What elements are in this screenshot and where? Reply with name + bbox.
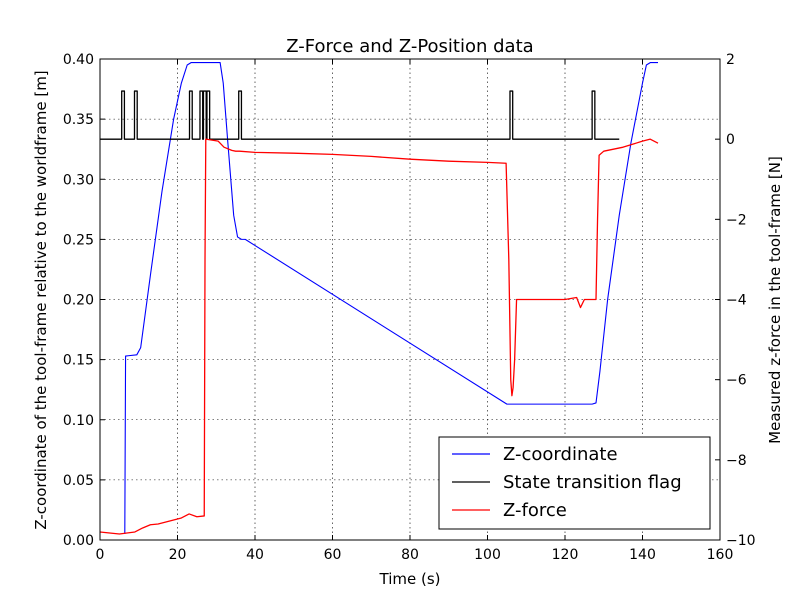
- y-right-tick-label-1: −8: [726, 453, 747, 469]
- x-tick-label-8: 160: [707, 547, 734, 563]
- series-line-z-coordinate: [124, 62, 658, 534]
- chart-title: Z-Force and Z-Position data: [286, 36, 533, 57]
- y-left-tick-label-1: 0.05: [63, 473, 94, 489]
- y-left-tick-label-0: 0.00: [63, 533, 94, 549]
- y-left-tick-label-5: 0.25: [63, 232, 94, 248]
- y-left-tick-label-2: 0.10: [63, 413, 94, 429]
- y-left-tick-label-6: 0.30: [63, 172, 94, 188]
- y-right-tick-label-6: 2: [726, 52, 735, 68]
- series-line-state-transition-flag: [100, 90, 620, 140]
- y-right-tick-label-2: −6: [726, 373, 747, 389]
- series-lines: [99, 62, 659, 535]
- legend-label-state-transition-flag: State transition flag: [503, 472, 682, 493]
- y-right-tick-label-3: −4: [726, 293, 747, 309]
- y-left-tick-label-4: 0.20: [63, 293, 94, 309]
- legend-label-z-coordinate: Z-coordinate: [503, 444, 618, 465]
- y-left-tick-label-3: 0.15: [63, 353, 94, 369]
- x-tick-label-3: 60: [324, 547, 342, 563]
- y-left-tick-label-7: 0.35: [63, 112, 94, 128]
- y-axis-right-label: Measured z-force in the tool-frame [N]: [766, 156, 784, 444]
- y-right-tick-label-4: −2: [726, 212, 747, 228]
- x-tick-label-1: 20: [169, 547, 187, 563]
- legend: Z-coordinate State transition flag Z-for…: [438, 436, 711, 530]
- y-axis-left-label: Z-coordinate of the tool-frame relative …: [32, 70, 50, 529]
- legend-box: [438, 436, 711, 530]
- x-tick-label-2: 40: [246, 547, 264, 563]
- series-line-z-force: [99, 138, 659, 535]
- axis-ticks: 0 20 40 60 80 100 120 140 1600.000.050.100.150.2…: [63, 52, 756, 563]
- x-axis-label: Time (s): [379, 570, 441, 588]
- x-tick-label-7: 140: [629, 547, 656, 563]
- y-right-tick-label-0: −10: [726, 533, 756, 549]
- y-right-tick-label-5: 0: [726, 132, 735, 148]
- x-tick-label-4: 80: [401, 547, 419, 563]
- x-tick-label-0: 0: [96, 547, 105, 563]
- y-left-tick-label-8: 0.40: [63, 52, 94, 68]
- x-tick-label-6: 120: [552, 547, 579, 563]
- legend-label-z-force: Z-force: [503, 500, 567, 521]
- x-tick-label-5: 100: [474, 547, 501, 563]
